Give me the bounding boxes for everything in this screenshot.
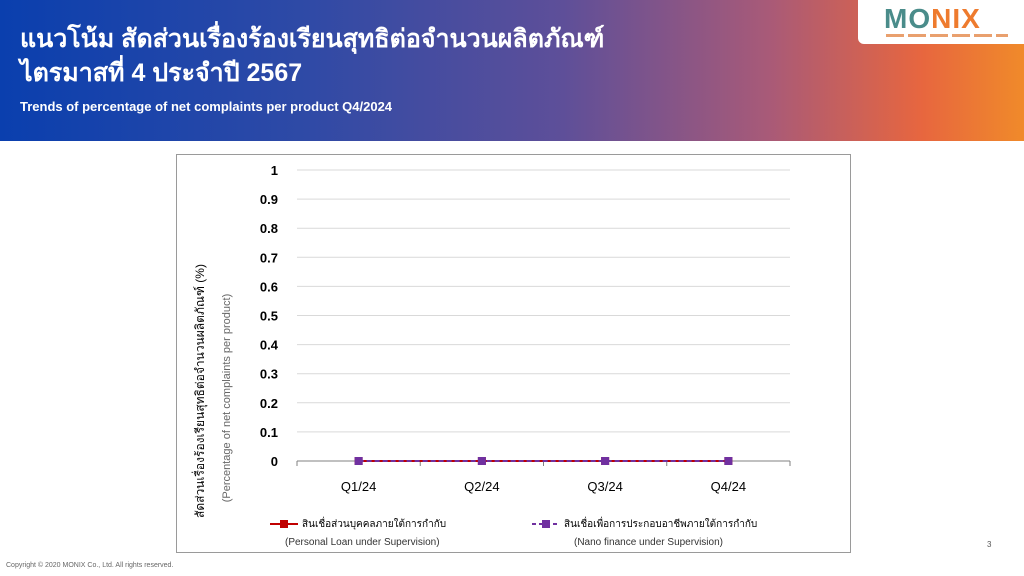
y-tick-label: 0.9: [260, 192, 278, 207]
x-tick-label: Q1/24: [341, 479, 376, 494]
y-tick-label: 0.6: [260, 279, 278, 294]
legend-label-nano-finance: สินเชื่อเพื่อการประกอบอาชีพภายใต้การกำกั…: [564, 519, 758, 530]
data-point: [354, 457, 363, 465]
logo-tagline: [886, 34, 1008, 37]
chart-frame: [176, 154, 851, 553]
header-banner: แนวโน้ม สัดส่วนเรื่องร้องเรียนสุทธิต่อจำ…: [0, 0, 1024, 141]
y-tick-label: 1: [271, 163, 278, 178]
y-tick-label: 0: [271, 454, 278, 469]
monix-logo: MONIX: [858, 0, 1024, 44]
legend-marker-personal-loan: [270, 520, 298, 528]
data-point: [724, 457, 733, 465]
legend-sub-personal-loan: (Personal Loan under Supervision): [285, 537, 440, 548]
legend-label-personal-loan: สินเชื่อส่วนบุคคลภายใต้การกำกับ: [302, 519, 447, 530]
page-number: 3: [987, 540, 992, 549]
x-tick-label: Q2/24: [464, 479, 499, 494]
legend-marker-nano-finance: [532, 520, 560, 528]
legend-sub-nano-finance: (Nano finance under Supervision): [574, 537, 723, 548]
x-tick-label: Q4/24: [711, 479, 746, 494]
y-tick-label: 0.5: [260, 309, 278, 324]
y-tick-label: 0.3: [260, 367, 278, 382]
legend-item-nano-finance: สินเชื่อเพื่อการประกอบอาชีพภายใต้การกำกั…: [532, 517, 772, 557]
legend-item-personal-loan: สินเชื่อส่วนบุคคลภายใต้การกำกับ (Persona…: [270, 517, 470, 557]
y-tick-label: 0.2: [260, 396, 278, 411]
y-tick-label: 0.8: [260, 221, 278, 236]
x-tick-label: Q3/24: [587, 479, 622, 494]
page-subtitle: Trends of percentage of net complaints p…: [20, 99, 393, 114]
data-point: [477, 457, 486, 465]
y-tick-label: 0.7: [260, 250, 278, 265]
copyright-text: Copyright © 2020 MONIX Co., Ltd. All rig…: [6, 562, 174, 569]
y-tick-label: 0.4: [260, 338, 279, 353]
title-line-2: ไตรมาสที่ 4 ประจำปี 2567: [20, 59, 303, 87]
y-tick-label: 0.1: [260, 425, 278, 440]
data-point: [601, 457, 610, 465]
logo-wordmark: MONIX: [884, 3, 981, 34]
page-title: แนวโน้ม สัดส่วนเรื่องร้องเรียนสุทธิต่อจำ…: [20, 22, 604, 90]
title-line-1: แนวโน้ม สัดส่วนเรื่องร้องเรียนสุทธิต่อจำ…: [20, 25, 605, 53]
